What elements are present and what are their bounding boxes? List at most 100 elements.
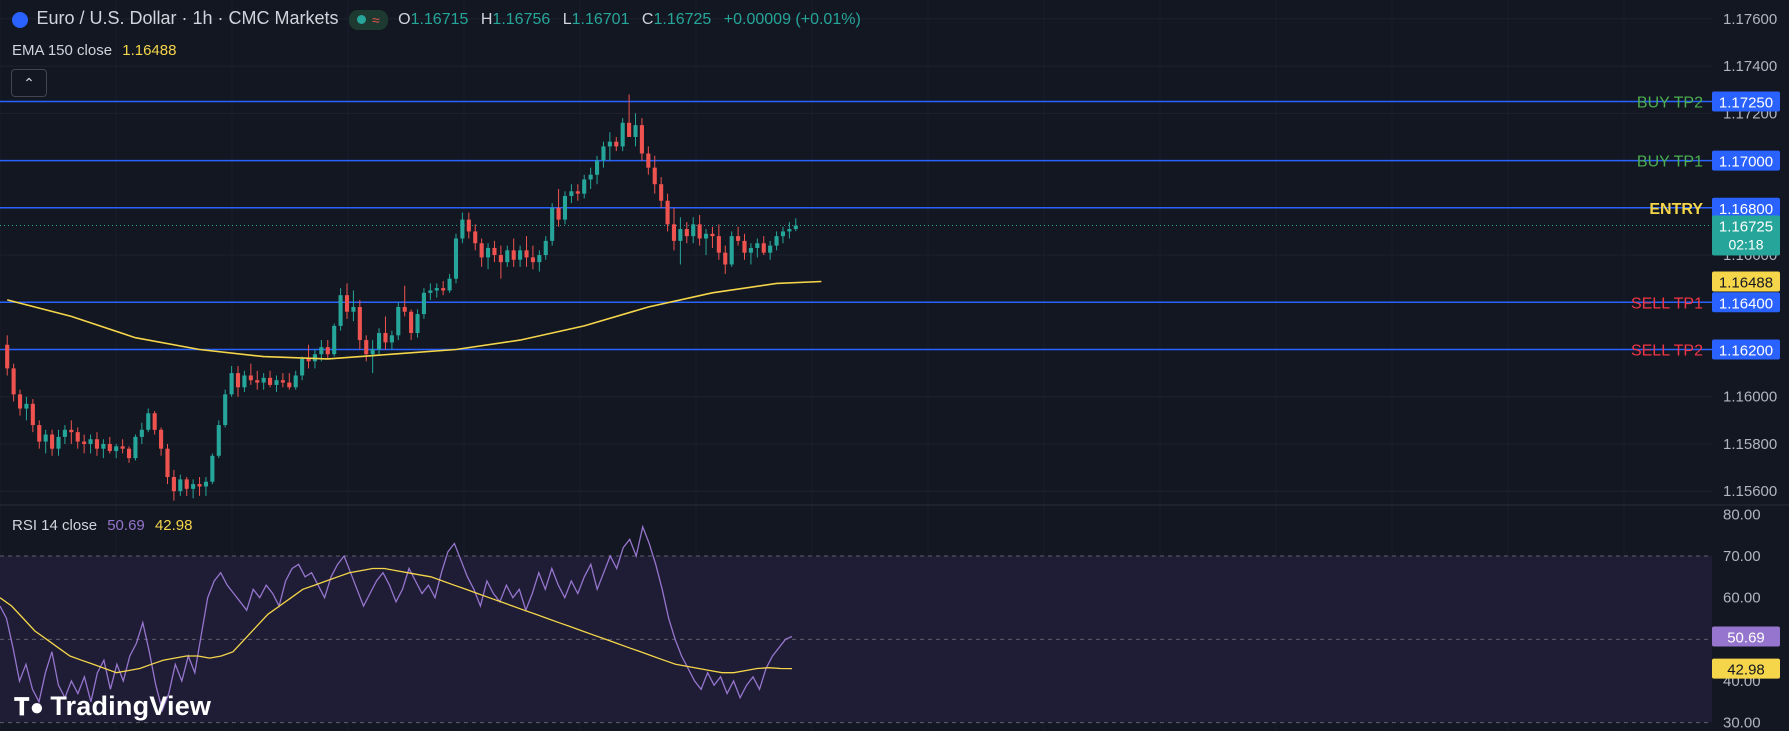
candle-body	[332, 325, 337, 355]
candle-body	[402, 306, 407, 312]
candle-body	[543, 240, 548, 256]
rsi-legend[interactable]: RSI 14 close 50.69 42.98	[12, 517, 192, 534]
candle-body	[274, 380, 279, 385]
rsi-value-tag	[1712, 626, 1780, 647]
rsi-legend-value: 50.69	[107, 517, 145, 534]
candle-body	[229, 373, 234, 395]
ema-legend[interactable]: EMA 150 close 1.16488	[12, 42, 176, 59]
candle-body	[389, 335, 394, 343]
tradingview-logo[interactable]: 𝐓● TradingView	[14, 691, 211, 722]
candle-body	[723, 252, 728, 265]
price-tick-label: 1.16000	[1723, 389, 1777, 406]
candle-body	[235, 373, 241, 388]
rsi-tick-label: 30.00	[1723, 715, 1761, 731]
candle-body	[319, 347, 324, 355]
candle-body	[126, 448, 132, 459]
symbol-title[interactable]: Euro / U.S. Dollar · 1h · CMC Markets	[36, 8, 339, 28]
ohlc-open: O1.16715	[398, 11, 469, 28]
price-axis[interactable]: 1.176001.174001.172001.168001.166001.164…	[1712, 0, 1789, 505]
candle-body	[69, 429, 74, 433]
level-price-label: 1.16400	[1719, 295, 1773, 312]
candle-body	[300, 358, 305, 376]
candle-body	[370, 349, 375, 355]
candle-body	[607, 141, 612, 147]
candle-body	[441, 288, 446, 291]
candle-body	[492, 247, 497, 256]
candle-body	[710, 233, 715, 237]
candle-body	[665, 200, 670, 225]
candle-body	[30, 403, 35, 426]
collapse-legend-button[interactable]: ⌃	[11, 69, 47, 97]
candle-body	[242, 375, 247, 388]
candle-body	[94, 439, 100, 449]
candle-body	[588, 174, 593, 180]
candle-body	[248, 375, 253, 381]
candle-body	[569, 191, 574, 197]
rsi-ma-value-tag	[1712, 658, 1780, 679]
candle-body	[223, 394, 228, 426]
candle-body	[556, 207, 561, 220]
candle-body	[614, 141, 619, 147]
rsi-ma-value-label: 42.98	[1727, 662, 1765, 679]
candle-body	[293, 375, 298, 388]
candle-body	[498, 255, 503, 263]
candle-body	[50, 434, 55, 449]
candle-body	[511, 250, 516, 260]
candle-body	[742, 240, 747, 253]
level-name-label: BUY TP1	[1637, 154, 1703, 171]
candle-body	[761, 243, 766, 253]
brand-name: TradingView	[50, 691, 212, 721]
rsi-legend-label: RSI 14 close	[12, 517, 98, 534]
candle-body	[466, 219, 471, 232]
level-price-tag	[1712, 339, 1780, 360]
candle-body	[550, 207, 555, 241]
rsi-value-label: 50.69	[1727, 629, 1765, 646]
candle-body	[88, 439, 93, 444]
candle-body	[377, 332, 382, 350]
candle-body	[716, 236, 721, 253]
candle-body	[24, 403, 29, 409]
candle-body	[43, 434, 48, 442]
candle-body	[703, 233, 709, 239]
candle-body	[409, 311, 414, 333]
candle-body	[793, 225, 798, 230]
candle-body	[729, 236, 734, 265]
candle-body	[133, 436, 138, 459]
candle-body	[639, 125, 644, 154]
candle-body	[75, 432, 80, 442]
level-name-label: SELL TP2	[1631, 343, 1703, 360]
ohlc-close: C1.16725	[641, 11, 712, 28]
price-change: +0.00009 (+0.01%)	[723, 11, 861, 28]
candle-body	[428, 290, 433, 293]
level-name-label: SELL TP1	[1631, 295, 1703, 312]
price-tick-label: 1.17400	[1723, 58, 1777, 75]
candle-body	[82, 441, 87, 444]
price-tick-label: 1.17600	[1723, 11, 1777, 28]
level-price-tag	[1712, 91, 1780, 112]
candle-body	[562, 196, 568, 220]
price-tick-label: 1.15800	[1723, 436, 1777, 453]
candle-body	[646, 153, 651, 168]
market-status-pill[interactable]: ≈	[348, 10, 388, 30]
candle-body	[255, 380, 260, 383]
wave-icon: ≈	[371, 11, 380, 28]
candle-body	[101, 443, 106, 449]
candle-body	[659, 184, 664, 201]
tradingview-logo-icon: 𝐓●	[14, 694, 45, 721]
candle-body	[268, 377, 273, 385]
candle-body	[383, 332, 388, 343]
ema-legend-label: EMA 150 close	[12, 42, 113, 59]
candle-body	[203, 481, 209, 487]
candle-body	[120, 446, 125, 449]
rsi-line	[0, 524, 793, 713]
candle-body	[518, 250, 523, 260]
candle-body	[697, 224, 702, 239]
level-price-label: 1.17000	[1719, 154, 1773, 171]
rsi-ma-line	[0, 567, 793, 674]
candle-body	[139, 429, 144, 437]
candle-body	[338, 295, 343, 326]
candle-body	[524, 250, 529, 258]
candle-body	[5, 344, 10, 369]
